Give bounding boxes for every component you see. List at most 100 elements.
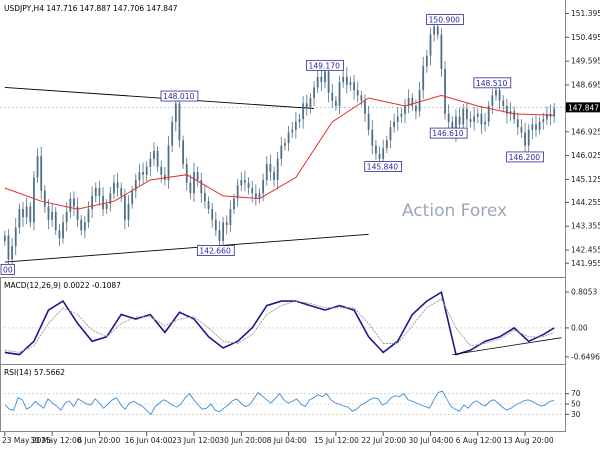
rsi-header: RSI(14) 57.5662: [4, 368, 65, 377]
candle-body: [433, 26, 436, 35]
annotation-box: [426, 14, 464, 25]
candle-body: [254, 193, 257, 199]
candle-body: [418, 90, 421, 112]
candle-body: [193, 172, 195, 194]
candle-body: [531, 124, 534, 130]
macd-trendline: [452, 337, 562, 356]
main-panel: USDJPY,H4 147.716 147.887 147.706 147.84…: [0, 4, 600, 275]
candle-body: [484, 121, 486, 125]
y-tick-label: 142.455: [571, 246, 600, 255]
x-tick-label: 30 Jun 20:00: [219, 436, 267, 445]
candle-body: [316, 76, 319, 88]
candle-body: [302, 103, 305, 120]
trendline: [4, 233, 369, 263]
main-y-axis: 151.395150.495149.595148.695147.800146.9…: [565, 9, 600, 268]
candle-body: [196, 172, 199, 181]
candle-body: [389, 127, 392, 141]
last-price-tag: [566, 102, 600, 113]
candle-body: [14, 227, 17, 247]
candle-body: [149, 158, 152, 167]
candle-body: [185, 164, 188, 183]
candle-body: [58, 230, 61, 239]
x-tick-label: 16 Jun 04:00: [125, 436, 173, 445]
candle-body: [131, 190, 134, 204]
annotation-label: 150.900: [429, 16, 461, 25]
candle-body: [134, 180, 137, 191]
x-tick-label: 13 Aug 20:00: [503, 436, 554, 445]
candle-body: [473, 116, 476, 122]
candle-body: [109, 193, 112, 204]
annotation-label: 148.010: [163, 92, 195, 101]
annotation-box: [473, 77, 512, 89]
candle-body: [542, 119, 545, 122]
candle-body: [182, 140, 184, 165]
candle-body: [404, 105, 406, 114]
annotation-label: 145.840: [367, 162, 399, 171]
candle-body: [98, 187, 101, 196]
candle-body: [458, 116, 461, 125]
y-tick-label: 151.395: [571, 9, 600, 18]
x-tick-label: 23 Jun 12:00: [172, 436, 220, 445]
y-tick-label: 0.8053: [571, 287, 597, 296]
candle-body: [280, 145, 283, 159]
candle-body: [11, 246, 13, 260]
candle-body: [298, 119, 301, 122]
candle-body: [342, 76, 345, 83]
candle-body: [553, 108, 556, 117]
candle-body: [153, 150, 155, 159]
candle-body: [476, 113, 479, 117]
candle-body: [440, 34, 443, 69]
candle-body: [22, 209, 24, 218]
candle-body: [240, 180, 243, 186]
candle-body: [276, 158, 279, 181]
candle-body: [516, 119, 519, 128]
annotation-box: [160, 90, 199, 102]
candle-body: [233, 198, 235, 210]
candle-body: [327, 71, 330, 93]
candle-body: [349, 82, 352, 85]
rsi-plot: [0, 390, 565, 416]
candle-body: [167, 145, 170, 181]
candle-body: [331, 92, 334, 101]
candle-body: [120, 187, 123, 196]
candle-body: [367, 113, 370, 130]
x-tick-label: 6 Aug 12:00: [456, 436, 502, 445]
candle-body: [76, 206, 79, 220]
candle-body: [313, 87, 315, 99]
candle-body: [69, 198, 72, 212]
annotation-box: [429, 127, 468, 139]
annotation-box: [364, 161, 403, 172]
y-tick-label: 146.925: [571, 127, 600, 136]
x-tick-label: 30 Jul 04:00: [408, 436, 453, 445]
candle-body: [284, 143, 286, 146]
x-tick-label: 15 Jul 12:00: [314, 436, 359, 445]
candle-body: [265, 164, 268, 181]
candle-body: [156, 150, 159, 167]
candle-body: [498, 90, 501, 101]
candle-body: [502, 100, 505, 106]
candle-body: [480, 113, 483, 125]
rsi-line: [4, 390, 555, 416]
candle-body: [360, 95, 363, 101]
candle-body: [546, 113, 548, 120]
candle-body: [214, 219, 217, 231]
candle-body: [116, 182, 119, 188]
candle-body: [273, 172, 275, 181]
candle-body: [54, 211, 57, 231]
candle-body: [294, 121, 297, 130]
candle-body: [236, 185, 239, 199]
price-annotations: 148.010 142.660 149.170 145.840 150.900 146.6…: [0, 14, 544, 275]
candle-body: [455, 116, 457, 133]
main-trendlines: [4, 86, 369, 263]
macd-panel: MACD(12,26,9) 0.0022 -0.1087 0.8053 0.00 -…: [0, 281, 600, 361]
candle-body: [145, 166, 148, 175]
candle-body: [18, 209, 21, 228]
candle-body: [287, 132, 290, 143]
candle-body: [338, 82, 341, 106]
main-header: USDJPY,H4 147.716 147.887 147.706 147.84…: [4, 4, 178, 13]
x-tick-label: 23 May 2025: [2, 436, 51, 445]
y-tick-label: 148.695: [571, 80, 600, 89]
trendline: [4, 86, 315, 110]
